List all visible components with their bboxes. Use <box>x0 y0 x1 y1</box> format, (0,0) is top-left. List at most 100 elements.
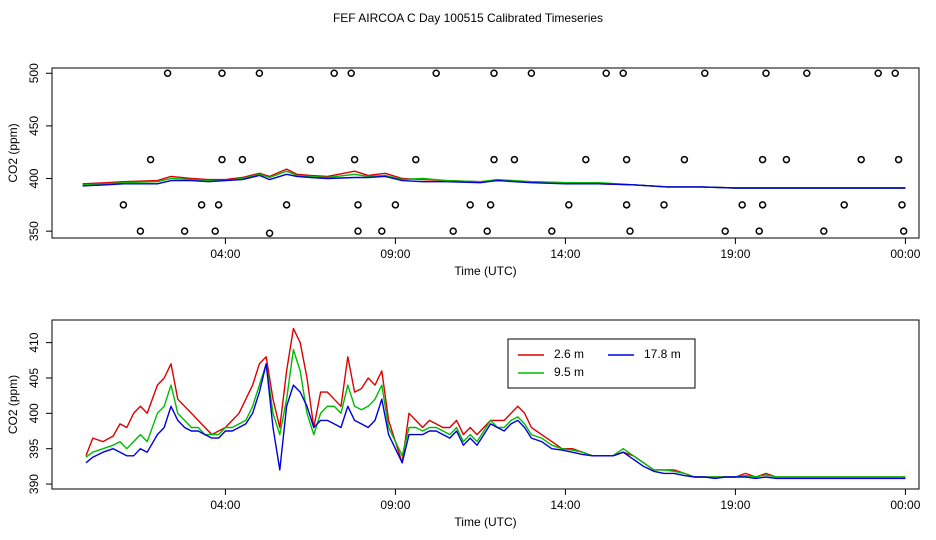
data-point <box>466 201 474 209</box>
data-point <box>738 201 746 209</box>
figure-title: FEF AIRCOA C Day 100515 Calibrated Times… <box>333 11 603 25</box>
data-point <box>891 69 899 78</box>
x-tick-label: 19:00 <box>720 247 750 261</box>
y-axis-label: CO2 (ppm) <box>6 375 20 434</box>
y-tick-label: 395 <box>27 438 41 458</box>
data-point <box>211 227 219 235</box>
y-tick-label: 450 <box>27 116 41 136</box>
series-group <box>82 168 906 189</box>
y-tick-label: 350 <box>27 221 41 241</box>
data-point <box>146 155 155 164</box>
data-point <box>622 201 631 209</box>
series-line-17-8-m <box>82 173 906 189</box>
x-axis-label: Time (UTC) <box>454 515 516 529</box>
data-point <box>782 155 791 164</box>
data-point <box>619 69 627 78</box>
legend-label: 2.6 m <box>554 347 584 361</box>
data-point <box>874 69 882 78</box>
data-point <box>354 201 362 209</box>
data-point <box>755 227 763 235</box>
x-tick-label: 00:00 <box>890 498 920 512</box>
x-tick-label: 04:00 <box>210 498 240 512</box>
data-point <box>238 155 247 164</box>
data-point <box>197 201 206 209</box>
x-tick-label: 14:00 <box>550 498 580 512</box>
data-point <box>758 155 767 164</box>
data-point <box>762 69 770 78</box>
x-axis-label: Time (UTC) <box>454 264 516 278</box>
data-point <box>602 69 610 78</box>
data-point <box>449 227 457 235</box>
data-point <box>490 69 498 78</box>
data-point <box>660 201 668 209</box>
data-point <box>136 227 145 235</box>
data-point <box>214 201 223 209</box>
data-point <box>486 201 495 209</box>
data-point <box>510 155 519 164</box>
panel-top-all-samples: 04:00 09:00 14:00 19:00 00:00 350 400 450 500 Tim… <box>6 63 921 278</box>
data-point <box>857 155 865 164</box>
y-tick-label: 500 <box>27 63 41 83</box>
data-point <box>354 227 362 235</box>
data-point <box>582 155 590 164</box>
y-tick-label: 400 <box>27 403 41 423</box>
data-point <box>412 155 420 164</box>
data-point <box>255 69 264 78</box>
data-point <box>565 201 573 209</box>
data-point <box>820 227 828 235</box>
data-point <box>626 227 634 235</box>
data-point <box>803 69 811 78</box>
x-tick-label: 00:00 <box>890 247 920 261</box>
y-tick-label: 405 <box>27 368 41 388</box>
data-point <box>119 201 128 209</box>
series-line-2-6-m <box>82 168 906 189</box>
data-point <box>840 201 848 209</box>
data-point <box>163 69 172 78</box>
x-tick-label: 04:00 <box>210 247 240 261</box>
x-tick-label: 09:00 <box>380 247 410 261</box>
data-point <box>721 227 729 235</box>
data-point <box>265 229 274 238</box>
legend-label: 17.8 m <box>644 347 681 361</box>
series-line-17-8-m <box>85 363 906 480</box>
data-point <box>894 155 903 164</box>
data-point <box>622 155 631 164</box>
data-point <box>483 227 491 235</box>
data-point <box>680 155 689 164</box>
data-point <box>758 201 767 209</box>
series-group <box>85 327 906 480</box>
x-tick-label: 09:00 <box>380 498 410 512</box>
data-point <box>490 155 498 164</box>
legend-box <box>507 338 696 389</box>
series-line-2-6-m <box>85 327 906 478</box>
y-tick-label: 400 <box>27 168 41 188</box>
data-point <box>701 69 709 78</box>
series-line-9-5-m <box>85 349 906 478</box>
data-point <box>180 227 189 235</box>
data-point <box>282 201 291 209</box>
x-tick-label: 19:00 <box>720 498 750 512</box>
data-point <box>899 227 908 235</box>
data-point <box>306 155 315 164</box>
panel-bottom-heights: 04:00 09:00 14:00 19:00 00:00 390 395 400 405 410… <box>6 319 921 529</box>
data-point <box>378 227 386 235</box>
data-point <box>432 69 440 78</box>
plot-frame <box>51 67 920 239</box>
data-point <box>548 227 556 235</box>
data-point <box>527 69 536 78</box>
plot-frame <box>51 319 920 490</box>
data-point <box>330 69 338 78</box>
data-point <box>391 201 400 209</box>
y-tick-label: 410 <box>27 332 41 352</box>
data-point <box>347 69 355 78</box>
legend: 2.6 m 9.5 m 17.8 m <box>507 338 696 389</box>
data-point <box>898 201 906 209</box>
x-tick-label: 14:00 <box>550 247 580 261</box>
legend-label: 9.5 m <box>554 365 584 379</box>
y-axis-label: CO2 (ppm) <box>6 123 20 182</box>
y-tick-label: 390 <box>27 474 41 494</box>
data-point <box>218 69 226 78</box>
data-point <box>350 155 359 164</box>
data-point <box>218 155 226 164</box>
